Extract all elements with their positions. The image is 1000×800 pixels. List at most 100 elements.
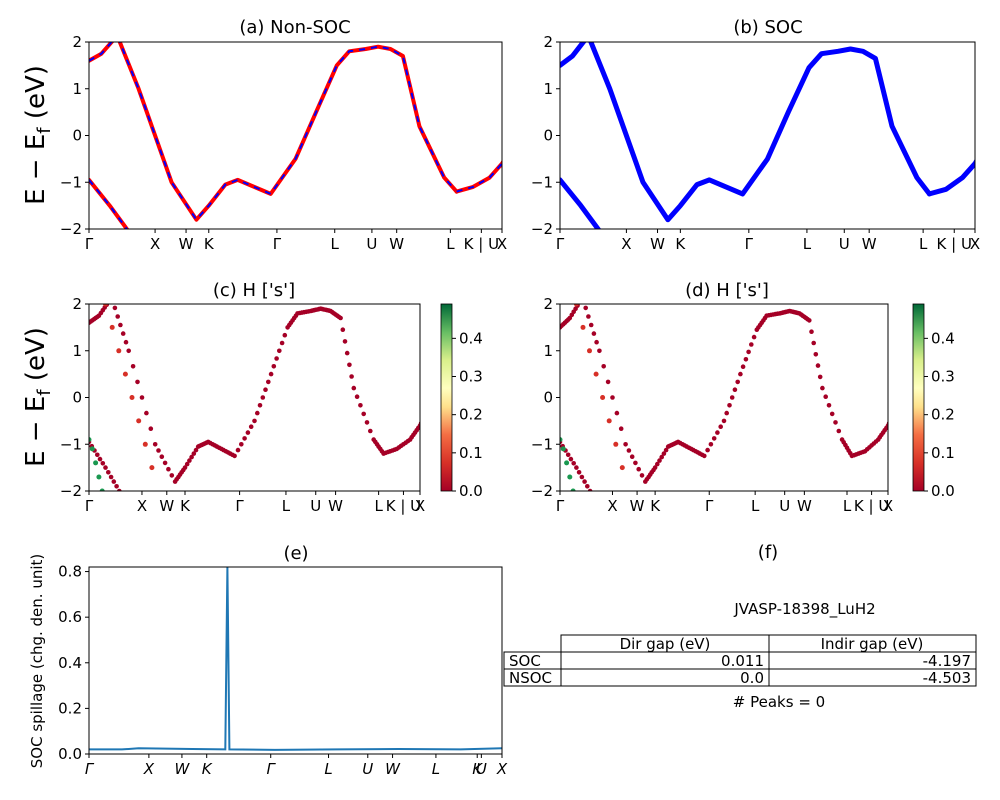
proj-point-weighted [567,474,573,480]
proj-point [626,448,632,453]
proj-point [148,426,154,432]
ytick-label: 0.2 [58,699,82,717]
proj-point [263,387,268,393]
proj-point [807,318,812,323]
xtick-label: K [202,760,213,778]
proj-point [166,466,171,472]
proj-point [117,488,122,491]
panel-e-spillage [89,567,502,751]
panel-d-title: (d) H ['s'] [685,280,769,301]
proj-point [571,461,576,466]
panel-d-colorbar-ticks: 0.4 0.3 0.2 0.1 0.0 [924,329,955,500]
proj-point [152,442,158,447]
proj-point [423,412,428,417]
proj-point [235,447,241,453]
proj-point [657,458,662,463]
panel-a-frame [88,41,503,230]
band-ylabel-middle: E − Ef (eV) [21,327,55,467]
proj-point-weighted [109,324,115,330]
panel-a-yticks: 2 1 0 −1 −2 [60,33,89,238]
proj-point [587,488,593,491]
xtick-label: X [143,760,155,778]
proj-point [252,418,257,424]
proj-point [277,348,282,354]
band-line-0 [89,177,130,229]
proj-point [702,453,707,459]
ytick-label: −1 [531,173,553,191]
proj-point-weighted [600,395,606,400]
proj-point [708,442,714,447]
band-line-2 [117,42,459,222]
panel-e-xticks: Γ X W K Γ L U W L KU X [85,754,508,778]
proj-point-weighted [593,371,599,377]
band-line-overlay-1 [89,42,114,62]
xtick-label: W [175,760,191,778]
proj-point [823,394,828,400]
xtick-label: L [751,497,760,515]
proj-point [162,460,168,466]
ytick-label: −1 [60,173,82,191]
xtick-label: W [862,235,877,253]
xtick-label: K [180,497,191,515]
proj-point [248,424,254,430]
proj-point [279,340,285,346]
proj-point [354,394,360,400]
col-indir-gap: Indir gap (eV) [821,635,924,653]
ytick-label: 0 [72,389,82,407]
proj-point [114,484,119,489]
proj-point [636,466,641,472]
proj-point [111,479,117,484]
band-ylabel-top: E − Ef (eV) [21,65,55,205]
proj-point [833,420,838,425]
panel-b-bands [560,42,975,229]
ytick-label: 2 [543,295,553,313]
proj-point [115,314,120,319]
proj-point [184,461,190,467]
proj-point [108,474,114,480]
ytick-label: 0 [543,127,553,145]
proj-point [112,305,118,311]
proj-point [422,414,427,419]
proj-point-weighted [96,474,102,480]
ytick-label: 0.4 [58,654,82,672]
proj-point [743,357,749,362]
proj-point [746,349,751,355]
xtick-label: Γ [745,235,754,253]
colorbar-tick-label: 0.0 [931,482,955,500]
proj-point [159,454,165,460]
xtick-label: K [204,235,215,253]
proj-point [585,484,590,489]
col-dir-gap: Dir gap (eV) [620,635,711,653]
panel-a-title: (a) Non-SOC [239,17,350,38]
xtick-label: Γ [556,497,565,515]
xtick-label: X [137,497,147,515]
panel-d-projection [560,304,888,491]
proj-point [594,339,599,345]
panel-d-colorbar [912,303,925,492]
ytick-label: −2 [531,220,553,238]
proj-point [815,363,821,368]
proj-point [254,410,260,416]
xtick-label: W [385,760,401,778]
colorbar-tick-label: 0.4 [931,329,955,347]
xtick-label: U [839,235,850,253]
panel-b-frame [559,41,976,230]
proj-point-weighted [564,460,570,466]
panel-f: (f) JVASP-18398_LuH2 Dir gap (eV) Indir … [503,542,977,711]
band-line-1 [89,42,115,63]
panel-c-title: (c) H ['s'] [213,280,295,301]
proj-point [232,453,237,459]
xtick-label: K [675,235,686,253]
proj-point [340,327,346,333]
panel-d-yticks: 2 1 0 −1 −2 [531,295,560,500]
xtick-label: L [446,235,455,253]
proj-point [169,473,175,478]
proj-point [245,430,251,435]
panel-b-title: (b) SOC [733,17,802,38]
proj-point [193,447,199,453]
proj-point [751,334,757,340]
proj-point [118,322,123,328]
